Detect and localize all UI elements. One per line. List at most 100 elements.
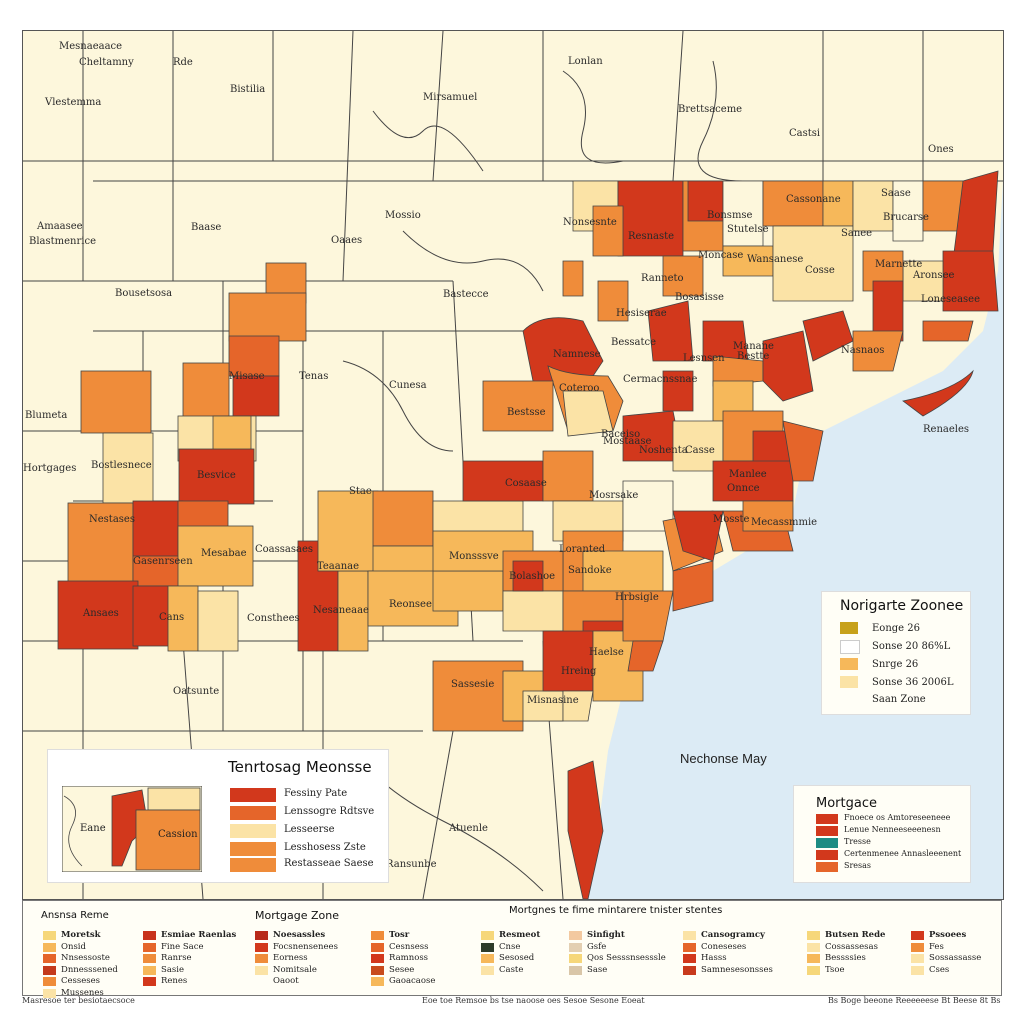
mortgage-swatch <box>816 850 838 860</box>
mortgage-legend: Mortgace Fnoece os Amtoreseeneee Lenue N… <box>794 786 970 882</box>
region-label: Manane <box>733 341 774 352</box>
region-label: Misnasine <box>527 695 579 706</box>
region-label: Brucarse <box>883 212 929 223</box>
region-label: Baceiso <box>601 429 641 440</box>
region-label: Bostlesnece <box>91 460 152 471</box>
bottom-legend-swatch <box>143 931 156 940</box>
bottom-legend-label: Qos Sesssnsesssle <box>587 953 666 963</box>
region-label: Bestte <box>737 351 770 362</box>
region-label: Bessatce <box>611 337 657 348</box>
bottom-legend-swatch <box>911 954 924 963</box>
region-label: Blumeta <box>25 410 68 421</box>
bottom-legend-label: Hasss <box>701 953 727 963</box>
region-label: Loneseasee <box>921 294 980 305</box>
region-label: Hrbsigle <box>615 592 659 603</box>
zone-swatch <box>840 622 858 634</box>
zone-swatch <box>840 640 860 654</box>
region-label: Bistilia <box>230 84 266 95</box>
bottom-legend-label: Moretsk <box>61 930 101 940</box>
ocean-label: Nechonse May <box>680 751 767 766</box>
bottom-legend-label: Esmiae Raenlas <box>161 930 237 940</box>
region-label: Atuenle <box>449 823 488 834</box>
rate-legend-label: Lesshosess Zste <box>284 842 366 853</box>
region-label: Lesnsen <box>683 353 725 364</box>
rate-legend-label: Lenssogre Rdtsve <box>284 806 375 817</box>
rate-swatch <box>230 788 276 802</box>
rate-legend-label: Lesseerse <box>284 824 335 835</box>
footer-right: Bs Boge beeone Reeeeeese Bt Beese 8t Bs <box>828 996 1001 1005</box>
region-label: Misase <box>229 371 265 382</box>
mortgage-legend-label: Sresas <box>844 861 872 870</box>
panel-heading: Mortgnes te fime mintarere tnister stent… <box>509 905 723 916</box>
region-label: Mosste <box>713 514 750 525</box>
region-label: Reonsee <box>389 599 432 610</box>
bottom-legend-label: Cesseses <box>61 976 101 986</box>
region-label: Renaeles <box>923 424 970 435</box>
rate-swatch <box>230 842 276 856</box>
bottom-legend-swatch <box>371 977 384 986</box>
bottom-legend-label: Nnsessoste <box>61 953 110 963</box>
region-label: Nasnaos <box>841 345 885 356</box>
region-label: Mosrsake <box>589 490 639 501</box>
zone-swatch <box>840 676 858 688</box>
bottom-legend-swatch <box>43 931 56 940</box>
region-label: Cunesa <box>389 380 427 391</box>
region-label: Stutelse <box>727 224 769 235</box>
rate-legend-label: Restasseae Saese <box>284 858 374 869</box>
region-label: Ranneto <box>641 273 684 284</box>
region-label: Tenas <box>299 371 329 382</box>
bottom-legend-label: Sasie <box>161 964 185 975</box>
choropleth-west <box>57 262 564 732</box>
region-label: Coteroo <box>559 383 600 394</box>
region-label: Cermacnssnae <box>623 374 698 385</box>
region-label: Oaaes <box>331 235 363 246</box>
region-label: Manlee <box>729 469 767 480</box>
footer-center: Eoe toe Remsoe bs tse naoose oes Sesoe S… <box>422 996 645 1005</box>
mortgage-legend-label: Certenmenee Annasleeenent <box>844 849 962 858</box>
bottom-legend-swatch <box>683 954 696 963</box>
region-label: Moncase <box>698 250 744 261</box>
region-label: Haelse <box>589 647 624 658</box>
bottom-legend-label: Fine Sace <box>161 941 204 952</box>
inset-label: Eane <box>80 823 106 834</box>
bottom-legend-swatch <box>481 942 494 952</box>
bottom-legend-label: Onsid <box>61 941 86 952</box>
region-label: Hreing <box>561 666 597 677</box>
region-label: Brettsaceme <box>678 104 743 115</box>
bottom-legend-swatch <box>143 977 156 986</box>
mortgage-legend-label: Tresse <box>844 837 871 846</box>
rate-swatch <box>230 858 276 872</box>
bottom-legend-swatch <box>569 931 582 940</box>
bottom-legend-label: Dnnesssened <box>61 964 118 975</box>
zone-legend-label: Sonse 20 86%L <box>872 641 951 652</box>
region-label: Saase <box>881 188 911 199</box>
bottom-legend-panel: Ansnsa Reme Mortgage Zone Mortgnes te fi… <box>22 900 1002 998</box>
region-label: Vlestemma <box>45 97 102 108</box>
zone-legend: Norigarte Zoonee Eonge 26 Sonse 20 86%L … <box>822 592 970 714</box>
bottom-legend-swatch <box>43 942 56 952</box>
rate-legend-title: Tenrtosag Meonsse <box>228 758 372 776</box>
region-label: Gasenrseen <box>133 556 193 567</box>
bottom-legend-swatch <box>911 965 924 975</box>
region-label: Onnce <box>727 483 760 494</box>
region-label: Baase <box>191 222 222 233</box>
bottom-legend-label: Coneseses <box>701 941 747 952</box>
region-label: Nonsesnte <box>563 217 617 228</box>
region-label: Wansanese <box>747 254 804 265</box>
bottom-legend-swatch <box>807 954 820 963</box>
bottom-legend-swatch <box>43 988 56 998</box>
region-label: Amaasee <box>37 221 83 232</box>
bottom-legend-label: Gaoacaose <box>389 976 436 986</box>
bottom-legend-swatch <box>481 965 494 975</box>
bottom-legend-swatch <box>43 977 56 986</box>
bottom-legend-label: Tosr <box>389 930 410 940</box>
bottom-legend-label: Mussenes <box>61 987 104 998</box>
region-label: Marnette <box>875 259 923 270</box>
region-label: Castsi <box>789 128 821 139</box>
region-label: Consthees <box>247 613 300 624</box>
bottom-legend-swatch <box>683 965 696 975</box>
bottom-legend-swatch <box>143 954 156 963</box>
region-label: Blastmenrice <box>29 236 96 247</box>
ocean <box>583 181 1003 899</box>
bottom-legend-label: Fes <box>929 941 944 952</box>
